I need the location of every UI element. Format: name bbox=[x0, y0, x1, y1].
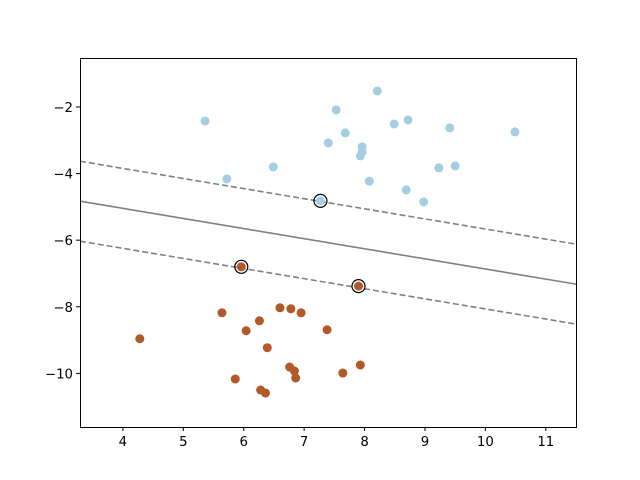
support-vector-marker bbox=[351, 279, 366, 294]
data-point bbox=[315, 196, 325, 206]
data-point bbox=[355, 151, 365, 161]
data-point bbox=[230, 374, 240, 384]
data-point bbox=[403, 115, 413, 125]
data-point bbox=[445, 123, 455, 133]
support-vector-marker bbox=[313, 193, 328, 208]
data-point bbox=[217, 308, 227, 318]
y-tick-label: −4 bbox=[53, 168, 73, 183]
data-point bbox=[322, 325, 332, 335]
decision-boundary-line bbox=[80, 200, 576, 285]
support-vector-circles bbox=[234, 193, 366, 294]
y-tick-label: −8 bbox=[53, 301, 73, 316]
y-tick-label: −2 bbox=[53, 101, 73, 116]
data-point bbox=[355, 360, 365, 370]
x-tick-label: 10 bbox=[477, 435, 494, 450]
data-point bbox=[268, 162, 278, 172]
data-point bbox=[222, 174, 232, 184]
data-point bbox=[236, 262, 246, 272]
x-tick-label: 11 bbox=[537, 435, 554, 450]
data-point bbox=[262, 343, 272, 353]
y-tick-label: −10 bbox=[45, 367, 73, 382]
x-tick-label: 8 bbox=[360, 435, 368, 450]
margin-line bbox=[80, 160, 576, 245]
data-point bbox=[389, 119, 399, 129]
x-tick-label: 4 bbox=[119, 435, 127, 450]
data-point bbox=[200, 116, 210, 126]
x-axis-ticks: 4 5 6 7 8 9 10 11 bbox=[119, 427, 554, 450]
data-point bbox=[434, 163, 444, 173]
data-point bbox=[364, 176, 374, 186]
y-tick-label: −6 bbox=[53, 234, 73, 249]
data-point bbox=[289, 366, 299, 376]
x-tick-label: 9 bbox=[421, 435, 429, 450]
data-point bbox=[291, 373, 301, 383]
data-point bbox=[338, 368, 348, 378]
data-point bbox=[340, 128, 350, 138]
support-vector-marker bbox=[234, 259, 249, 274]
y-axis-ticks: −2 −4 −6 −8 −10 bbox=[45, 101, 80, 382]
data-point bbox=[254, 316, 264, 326]
x-tick-label: 5 bbox=[179, 435, 187, 450]
x-tick-label: 7 bbox=[300, 435, 308, 450]
data-point bbox=[286, 304, 296, 314]
data-point bbox=[510, 127, 520, 137]
margin-line bbox=[80, 240, 576, 325]
data-point bbox=[296, 308, 306, 318]
plot-frame bbox=[80, 58, 577, 428]
data-point bbox=[354, 281, 364, 291]
data-point bbox=[450, 161, 460, 171]
data-point bbox=[401, 185, 411, 195]
data-point bbox=[275, 303, 285, 313]
data-point bbox=[260, 388, 270, 398]
data-point bbox=[419, 197, 429, 207]
data-point bbox=[241, 326, 251, 336]
data-point bbox=[331, 105, 341, 115]
data-point bbox=[135, 334, 145, 344]
data-points bbox=[135, 86, 520, 398]
x-tick-label: 6 bbox=[239, 435, 247, 450]
data-point bbox=[323, 138, 333, 148]
data-point bbox=[372, 86, 382, 96]
decision-lines bbox=[80, 160, 576, 325]
